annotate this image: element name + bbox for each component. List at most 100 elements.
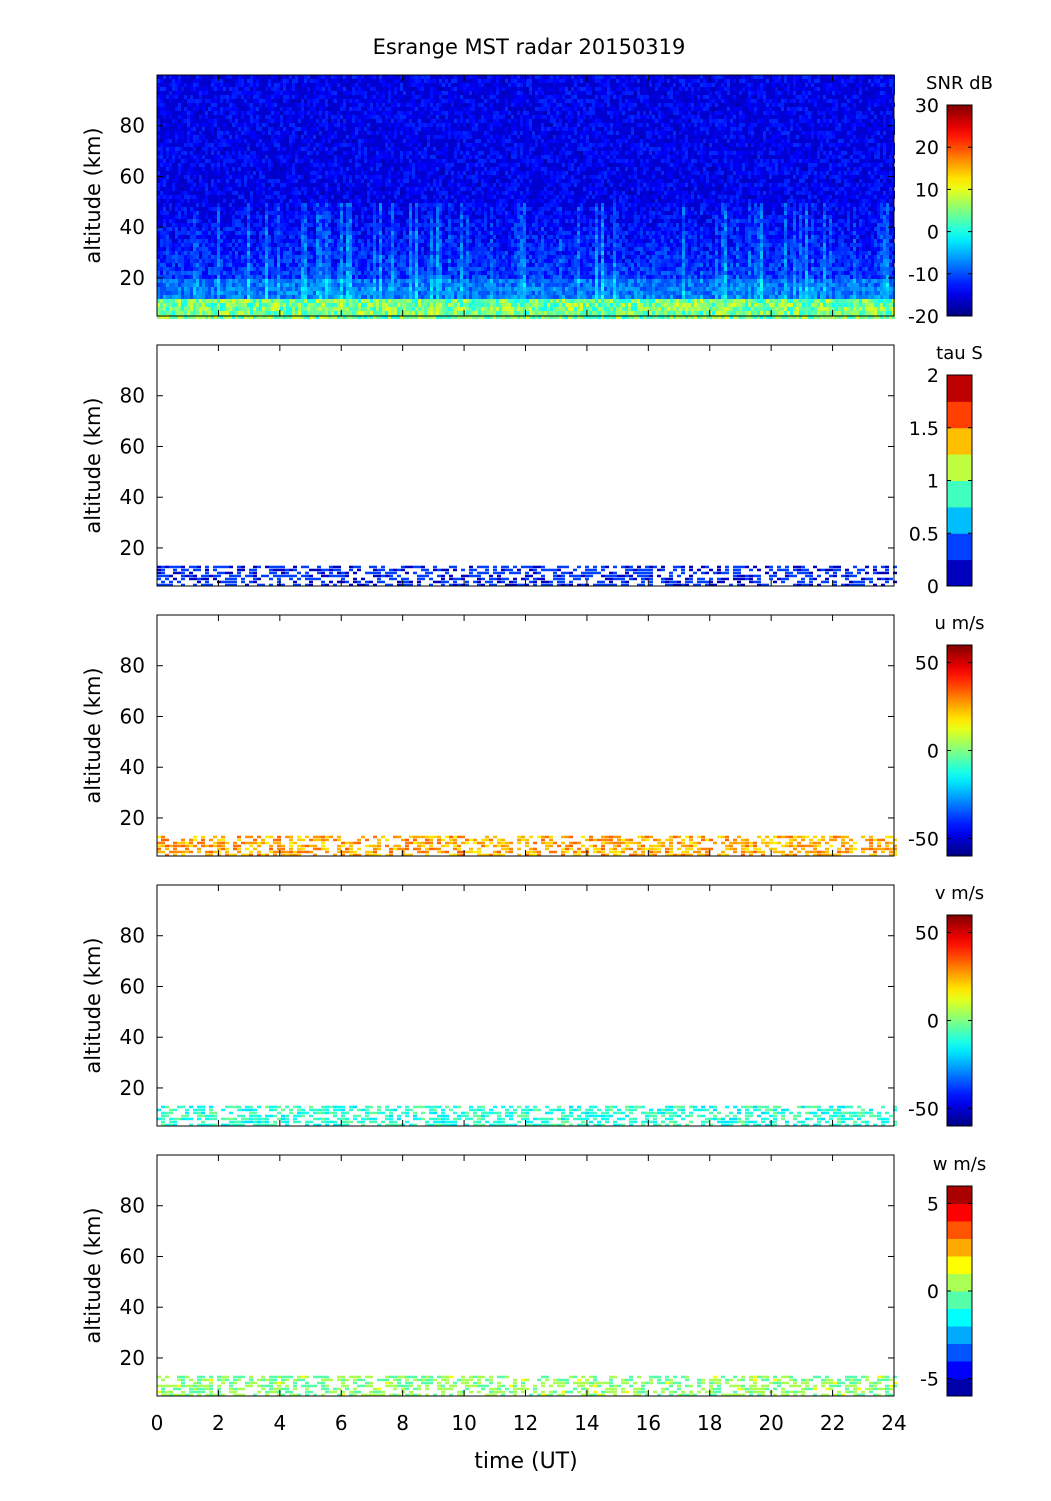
snr-cell: [448, 303, 451, 307]
snr-cell: [319, 203, 322, 207]
snr-cell: [295, 175, 298, 179]
snr-cell: [163, 195, 166, 199]
snr-cell: [340, 231, 343, 235]
snr-cell: [337, 127, 340, 131]
snr-cell: [391, 231, 394, 235]
snr-cell: [376, 191, 379, 195]
snr-cell: [256, 115, 259, 119]
snr-cell: [205, 107, 208, 111]
snr-cell: [364, 211, 367, 215]
snr-cell: [433, 263, 436, 267]
snr-cell: [427, 139, 430, 143]
snr-cell: [172, 247, 175, 251]
snr-cell: [280, 259, 283, 263]
snr-cell: [445, 271, 448, 275]
snr-cell: [268, 299, 271, 303]
snr-cell: [289, 195, 292, 199]
snr-cell: [301, 103, 304, 107]
snr-cell: [268, 191, 271, 195]
snr-cell: [184, 315, 187, 319]
snr-cell: [316, 307, 319, 311]
snr-cell: [310, 263, 313, 267]
snr-cell: [241, 111, 244, 115]
snr-cell: [313, 299, 316, 303]
snr-cell: [214, 267, 217, 271]
snr-cell: [322, 143, 325, 147]
snr-cell: [190, 127, 193, 131]
snr-cell: [346, 203, 349, 207]
snr-cell: [412, 271, 415, 275]
snr-cell: [436, 235, 439, 239]
snr-cell: [343, 119, 346, 123]
snr-cell: [304, 311, 307, 315]
snr-cell: [229, 259, 232, 263]
snr-cell: [328, 131, 331, 135]
snr-cell: [322, 79, 325, 83]
snr-cell: [460, 287, 463, 291]
snr-cell: [187, 171, 190, 175]
snr-cell: [217, 203, 220, 207]
snr-cell: [292, 279, 295, 283]
snr-cell: [406, 227, 409, 231]
snr-cell: [271, 291, 274, 295]
snr-cell: [394, 87, 397, 91]
snr-cell: [256, 183, 259, 187]
snr-cell: [286, 231, 289, 235]
snr-cell: [244, 127, 247, 131]
snr-cell: [172, 279, 175, 283]
snr-cell: [382, 255, 385, 259]
snr-cell: [307, 139, 310, 143]
snr-cell: [313, 131, 316, 135]
snr-cell: [211, 227, 214, 231]
snr-cell: [202, 155, 205, 159]
snr-cell: [199, 147, 202, 151]
snr-cell: [256, 307, 259, 311]
snr-cell: [328, 243, 331, 247]
snr-cell: [367, 303, 370, 307]
snr-cell: [319, 95, 322, 99]
snr-cell: [235, 111, 238, 115]
snr-cell: [175, 259, 178, 263]
snr-cell: [193, 231, 196, 235]
snr-cell: [424, 279, 427, 283]
snr-cell: [205, 211, 208, 215]
snr-cell: [394, 211, 397, 215]
snr-cell: [316, 187, 319, 191]
snr-cell: [346, 199, 349, 203]
snr-cell: [346, 195, 349, 199]
snr-cell: [244, 271, 247, 275]
snr-cell: [409, 143, 412, 147]
snr-cell: [244, 275, 247, 279]
snr-cell: [184, 247, 187, 251]
snr-cell: [259, 167, 262, 171]
snr-cell: [412, 263, 415, 267]
snr-cell: [466, 83, 469, 87]
snr-cell: [241, 131, 244, 135]
snr-cell: [181, 143, 184, 147]
snr-cell: [217, 159, 220, 163]
snr-cell: [355, 107, 358, 111]
snr-cell: [217, 179, 220, 183]
snr-cell: [289, 299, 292, 303]
snr-cell: [445, 179, 448, 183]
snr-cell: [445, 243, 448, 247]
snr-cell: [343, 103, 346, 107]
snr-cell: [418, 99, 421, 103]
snr-cell: [391, 139, 394, 143]
snr-cell: [367, 267, 370, 271]
snr-cell: [223, 259, 226, 263]
snr-cell: [274, 283, 277, 287]
snr-cell: [397, 175, 400, 179]
snr-cell: [283, 203, 286, 207]
snr-cell: [199, 259, 202, 263]
snr-cell: [466, 135, 469, 139]
snr-cell: [211, 167, 214, 171]
snr-cell: [424, 143, 427, 147]
snr-cell: [172, 87, 175, 91]
snr-cell: [277, 191, 280, 195]
snr-cell: [457, 167, 460, 171]
snr-cell: [376, 175, 379, 179]
snr-cell: [184, 207, 187, 211]
snr-cell: [223, 175, 226, 179]
snr-cell: [442, 151, 445, 155]
